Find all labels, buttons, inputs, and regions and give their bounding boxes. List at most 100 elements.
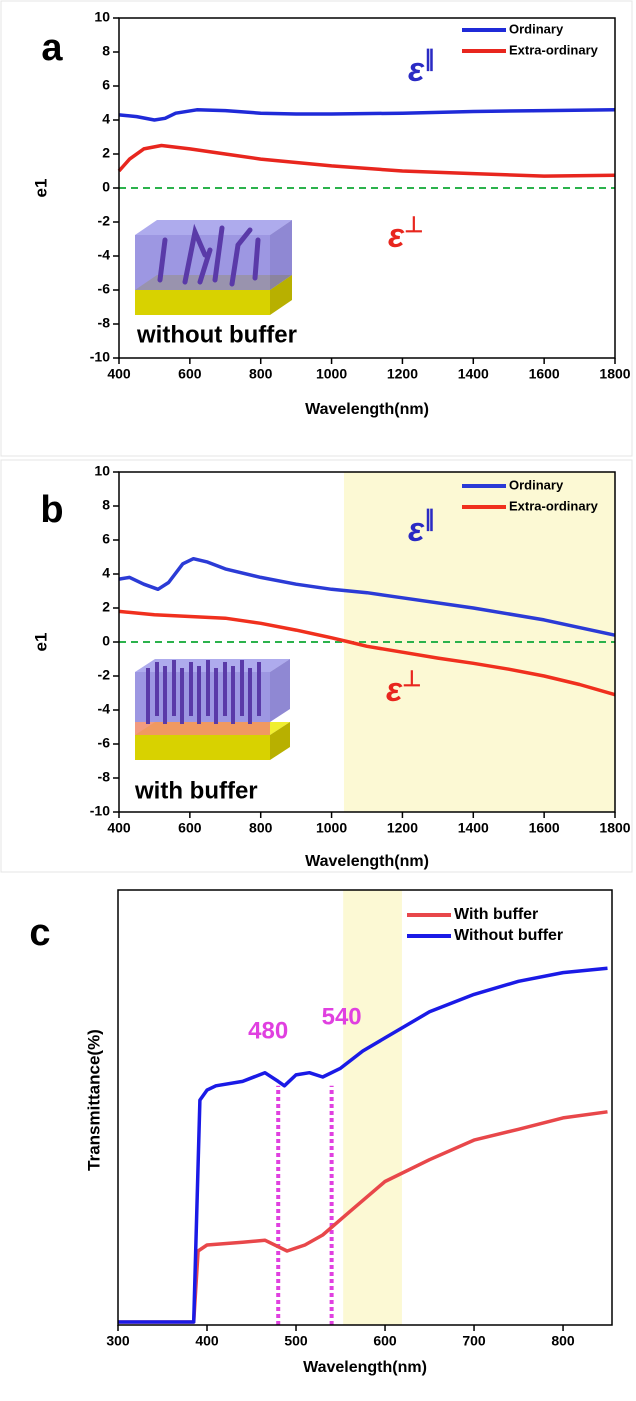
- series-line: [118, 609, 616, 697]
- y-tick-label: 4: [102, 111, 110, 127]
- y-tick-label: -6: [98, 735, 111, 751]
- x-tick-label: 1400: [458, 366, 489, 382]
- inset-a: [135, 220, 292, 315]
- substrate-front: [135, 290, 270, 315]
- nanowires: [157, 223, 261, 287]
- x-tick-label: 600: [178, 820, 202, 836]
- y-axis-label: e1: [31, 633, 50, 652]
- x-tick-label: 400: [107, 820, 131, 836]
- y-axis-label: Transmittance(%): [84, 1029, 103, 1171]
- annotation-superscript: ∥: [424, 506, 435, 532]
- y-tick-label: -2: [98, 213, 111, 229]
- legend-label: Ordinary: [509, 477, 564, 492]
- x-tick-label: 1200: [387, 820, 418, 836]
- x-axis-label: Wavelength(nm): [305, 853, 429, 870]
- film-top: [135, 220, 292, 235]
- annotation: ε∥: [408, 506, 435, 549]
- y-tick-label: -8: [98, 769, 111, 785]
- caption: with buffer: [134, 777, 258, 804]
- substrate-front: [135, 735, 270, 760]
- x-axis-label: Wavelength(nm): [305, 401, 429, 418]
- y-tick-label: 8: [102, 497, 110, 513]
- y-tick-label: -2: [98, 667, 111, 683]
- series-line: [118, 556, 616, 637]
- y-tick-label: 4: [102, 565, 110, 581]
- x-tick-label: 1000: [316, 366, 347, 382]
- x-tick-label: 1400: [458, 820, 489, 836]
- x-tick-label: 800: [249, 366, 273, 382]
- x-tick-label: 800: [551, 1333, 575, 1349]
- annotation: ε⊥: [388, 212, 423, 255]
- x-tick-label: 1800: [599, 366, 630, 382]
- panel-border: [0, 459, 633, 873]
- series-line: [118, 1110, 608, 1324]
- x-tick-label: 1800: [599, 820, 630, 836]
- caption: without buffer: [136, 321, 297, 348]
- y-tick-label: -4: [98, 701, 111, 717]
- x-tick-label: 600: [178, 366, 202, 382]
- panel-label: c: [29, 912, 50, 954]
- plot-frame: [118, 17, 616, 359]
- y-tick-label: 8: [102, 43, 110, 59]
- legend-label: Extra-ordinary: [509, 42, 599, 57]
- plot-frame: [118, 471, 616, 813]
- y-tick-label: 0: [102, 633, 110, 649]
- y-tick-label: 6: [102, 77, 110, 93]
- y-tick-label: -8: [98, 315, 111, 331]
- legend-label: Without buffer: [454, 927, 563, 944]
- x-tick-label: 1600: [529, 820, 560, 836]
- x-tick-label: 300: [106, 1333, 130, 1349]
- substrate-side: [270, 275, 292, 315]
- y-tick-label: 10: [94, 463, 110, 479]
- legend-label: With buffer: [454, 906, 538, 923]
- panel-border: [0, 0, 633, 457]
- annotation-symbol: ε: [408, 51, 425, 89]
- annotation-symbol: ε: [408, 511, 425, 549]
- x-axis-label: Wavelength(nm): [303, 1359, 427, 1376]
- marker-label: 480: [248, 1017, 288, 1044]
- annotation-superscript: ⊥: [402, 666, 421, 691]
- y-tick-label: -10: [90, 349, 110, 365]
- y-tick-label: 6: [102, 531, 110, 547]
- panel-label: b: [40, 489, 63, 531]
- highlight-band: [343, 890, 402, 1325]
- y-tick-label: 2: [102, 599, 110, 615]
- series-line: [118, 108, 616, 122]
- y-tick-label: -4: [98, 247, 111, 263]
- y-tick-label: -10: [90, 803, 110, 819]
- plot-frame: [117, 889, 613, 1326]
- x-tick-label: 800: [249, 820, 273, 836]
- x-tick-label: 1000: [316, 820, 347, 836]
- annotation-symbol: ε: [388, 217, 405, 255]
- annotation: ε⊥: [386, 666, 421, 709]
- x-tick-label: 1600: [529, 366, 560, 382]
- marker-label: 540: [322, 1003, 362, 1030]
- nanopillars: [146, 660, 261, 724]
- y-tick-label: -6: [98, 281, 111, 297]
- annotation-symbol: ε: [386, 671, 403, 709]
- legend-label: Extra-ordinary: [509, 498, 599, 513]
- film-side: [270, 659, 290, 722]
- buffer-layer: [135, 722, 270, 735]
- y-tick-label: 10: [94, 9, 110, 25]
- series-line: [118, 966, 608, 1324]
- x-tick-label: 500: [284, 1333, 308, 1349]
- x-tick-label: 700: [462, 1333, 486, 1349]
- x-tick-label: 400: [195, 1333, 219, 1349]
- annotation-superscript: ∥: [424, 46, 435, 72]
- series-line: [117, 143, 616, 178]
- y-tick-label: 0: [102, 179, 110, 195]
- x-tick-label: 1200: [387, 366, 418, 382]
- x-tick-label: 400: [107, 366, 131, 382]
- annotation: ε∥: [408, 46, 435, 89]
- legend-label: Ordinary: [509, 21, 564, 36]
- y-axis-label: e1: [31, 179, 50, 198]
- y-tick-label: 2: [102, 145, 110, 161]
- annotation-superscript: ⊥: [404, 212, 423, 237]
- substrate-side: [270, 722, 290, 760]
- x-tick-label: 600: [373, 1333, 397, 1349]
- film-side: [270, 220, 292, 290]
- inset-b: [135, 659, 290, 760]
